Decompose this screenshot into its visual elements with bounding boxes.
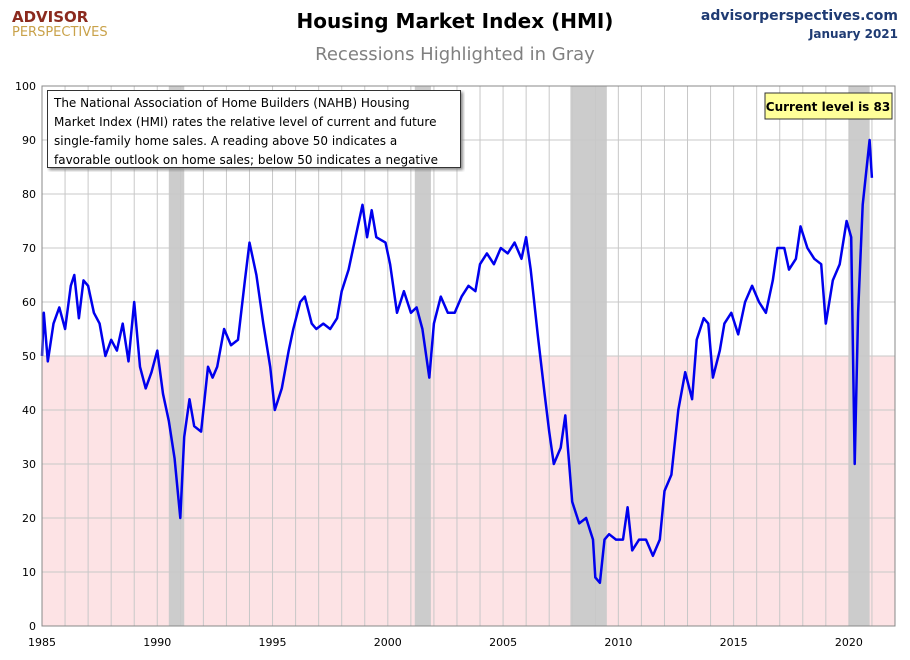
x-tick-label: 1990: [143, 636, 171, 649]
annotation-text: The National Association of Home Builder…: [47, 90, 461, 168]
date: January 2021: [808, 27, 898, 41]
x-tick-label: 2015: [720, 636, 748, 649]
y-tick-label: 40: [22, 404, 36, 417]
y-tick-label: 70: [22, 242, 36, 255]
chart-subtitle: Recessions Highlighted in Gray: [315, 44, 595, 65]
x-tick-label: 2010: [604, 636, 632, 649]
x-tick-label: 2005: [489, 636, 517, 649]
logo-bottom: PERSPECTIVES: [12, 25, 108, 40]
x-tick-label: 2020: [835, 636, 863, 649]
y-tick-label: 90: [22, 134, 36, 147]
y-tick-label: 0: [29, 620, 36, 633]
plot-border: [41, 85, 896, 627]
x-tick-label: 2000: [374, 636, 402, 649]
y-tick-label: 30: [22, 458, 36, 471]
callout-text: Current level is 83: [766, 100, 890, 114]
annotation-box: The National Association of Home Builder…: [47, 90, 461, 168]
x-tick-label: 1985: [28, 636, 56, 649]
y-tick-label: 60: [22, 296, 36, 309]
callout-box: [764, 92, 893, 120]
chart-title: Housing Market Index (HMI): [297, 9, 614, 33]
x-tick-label: 1995: [259, 636, 287, 649]
source: advisorperspectives.com: [701, 8, 898, 24]
y-tick-label: 20: [22, 512, 36, 525]
logo-top: ADVISOR: [12, 8, 89, 26]
line-series: [40, 138, 874, 585]
y-tick-label: 80: [22, 188, 36, 201]
y-tick-label: 100: [15, 80, 36, 93]
y-tick-label: 50: [22, 350, 36, 363]
y-tick-label: 10: [22, 566, 36, 579]
